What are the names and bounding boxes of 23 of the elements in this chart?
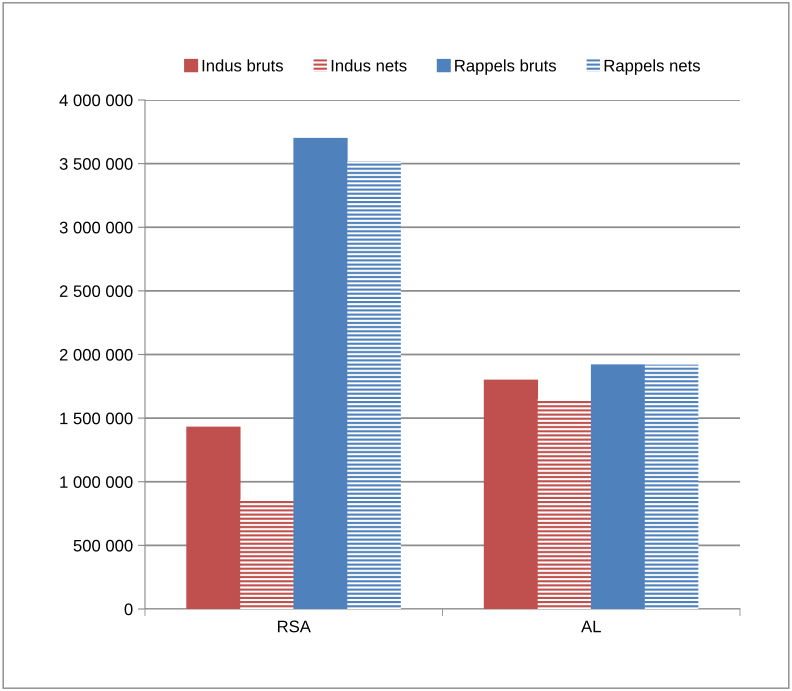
x-tick-label: AL xyxy=(581,620,601,632)
legend-label: Rappels bruts xyxy=(455,59,556,75)
bar xyxy=(293,138,348,609)
y-tick-label: 3 500 000 xyxy=(60,158,133,170)
bar xyxy=(240,500,294,609)
x-tick-label: RSA xyxy=(278,620,311,632)
y-tick-label: 1 500 000 xyxy=(60,412,133,424)
y-tick-label: 0 xyxy=(124,603,133,616)
bar xyxy=(538,399,592,609)
y-tick-label: 3 000 000 xyxy=(60,222,133,234)
y-tick-label: 2 000 000 xyxy=(60,348,133,361)
y-tick-label: 500 000 xyxy=(74,540,133,552)
bar xyxy=(590,364,646,609)
legend-label: Rappels nets xyxy=(604,59,700,75)
y-tick-label: 2 500 000 xyxy=(60,285,133,298)
y-tick-label: 4 000 000 xyxy=(59,94,133,106)
bar xyxy=(186,426,241,609)
bar xyxy=(484,380,538,609)
legend-label: Indus bruts xyxy=(202,59,283,72)
legend-label: Indus nets xyxy=(332,59,407,72)
bar xyxy=(347,161,401,609)
y-tick-label: 1 000 000 xyxy=(60,476,133,488)
bar xyxy=(644,364,698,609)
